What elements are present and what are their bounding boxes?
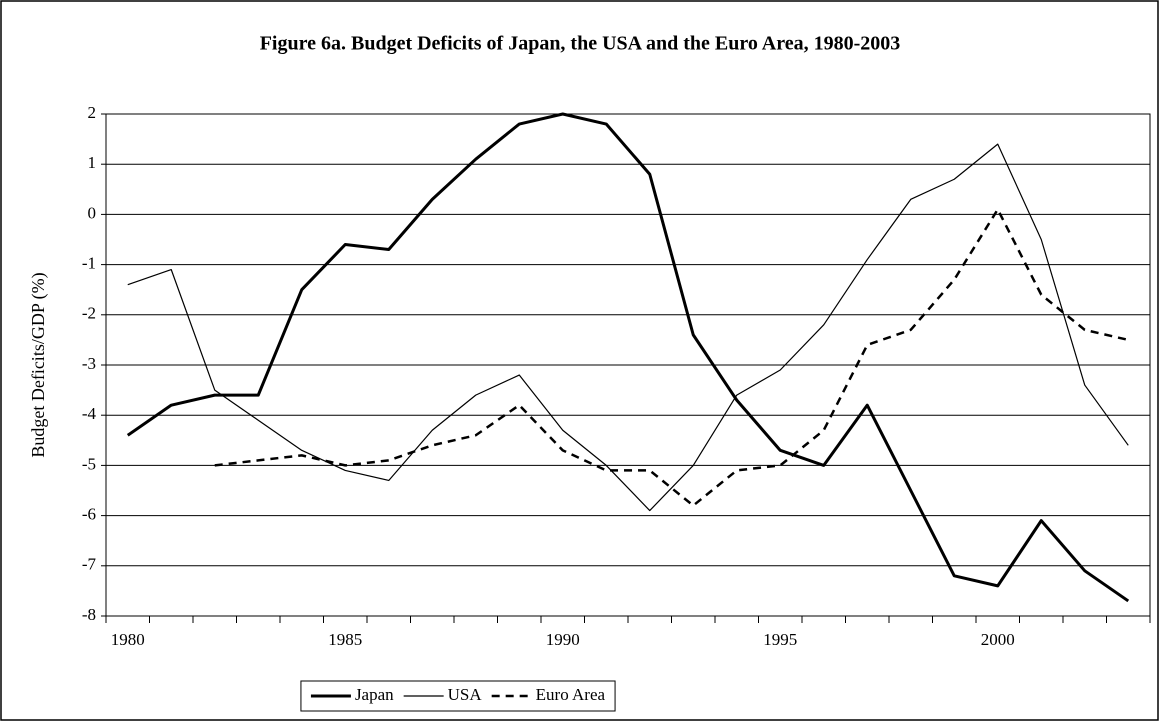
y-tick-label: 2 — [88, 103, 97, 122]
x-tick-label: 1995 — [763, 630, 797, 649]
x-tick-label: 1980 — [111, 630, 145, 649]
x-tick-label: 1990 — [546, 630, 580, 649]
y-tick-label: -3 — [82, 354, 96, 373]
series-line — [214, 208, 1129, 507]
legend-label: Euro Area — [536, 685, 606, 704]
x-tick-label: 2000 — [981, 630, 1015, 649]
legend-box — [300, 680, 616, 712]
y-axis-label: Budget Deficits/GDP (%) — [28, 272, 49, 457]
series-line — [127, 143, 1129, 512]
y-tick-label: -6 — [82, 505, 96, 524]
legend-label: USA — [448, 685, 483, 704]
chart-title: Figure 6a. Budget Deficits of Japan, the… — [260, 33, 901, 55]
y-tick-label: -4 — [82, 404, 97, 423]
y-tick-label: -1 — [82, 254, 96, 273]
y-tick-label: -8 — [82, 605, 96, 624]
y-tick-label: -2 — [82, 304, 96, 323]
legend-label: Japan — [355, 685, 394, 704]
series-line — [126, 112, 1130, 603]
y-tick-label: 0 — [88, 203, 97, 222]
y-tick-label: -7 — [82, 555, 97, 574]
x-tick-label: 1985 — [328, 630, 362, 649]
y-tick-label: 1 — [88, 153, 97, 172]
y-tick-label: -5 — [82, 454, 96, 473]
